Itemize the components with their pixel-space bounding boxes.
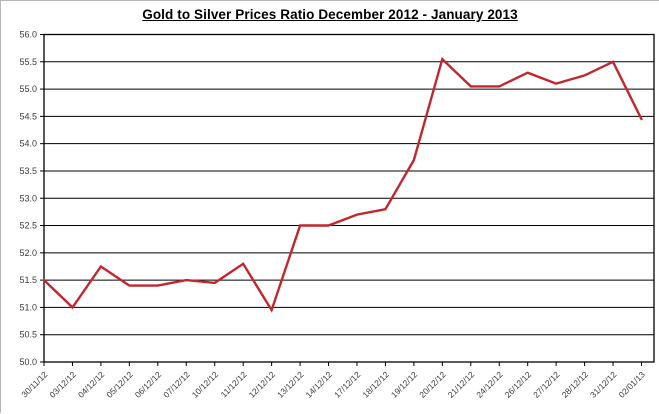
x-axis-label: 28/12/12 xyxy=(560,369,591,400)
x-axis-label: 06/12/12 xyxy=(133,369,164,400)
x-axis-label: 10/12/12 xyxy=(190,369,221,400)
y-axis-label: 53.5 xyxy=(19,166,37,176)
y-axis-label: 52.5 xyxy=(19,221,37,231)
x-axis-label: 12/12/12 xyxy=(247,369,278,400)
x-axis-label: 04/12/12 xyxy=(76,369,107,400)
x-axis-label: 18/12/12 xyxy=(360,369,391,400)
y-axis-label: 52.0 xyxy=(19,248,37,258)
x-axis-label: 24/12/12 xyxy=(474,369,505,400)
y-axis-label: 54.5 xyxy=(19,111,37,121)
x-axis-label: 14/12/12 xyxy=(303,369,334,400)
x-axis-label: 07/12/12 xyxy=(161,369,192,400)
x-axis-label: 27/12/12 xyxy=(531,369,562,400)
x-axis-label: 13/12/12 xyxy=(275,369,306,400)
data-line-series xyxy=(42,56,643,313)
chart-title: Gold to Silver Prices Ratio December 201… xyxy=(142,7,518,22)
y-axis-label: 55.0 xyxy=(19,84,37,94)
x-axis-label: 30/11/12 xyxy=(19,369,49,399)
y-axis-label: 54.0 xyxy=(19,139,37,149)
x-axis-label: 05/12/12 xyxy=(104,369,135,400)
y-axis-label: 50.0 xyxy=(19,357,37,367)
x-axis-label: 02/01/13 xyxy=(616,369,647,400)
x-axis-label: 03/12/12 xyxy=(47,369,78,400)
x-axis-label: 17/12/12 xyxy=(332,369,363,400)
y-axis-label: 51.5 xyxy=(19,275,37,285)
x-axis-label: 31/12/12 xyxy=(588,369,619,400)
y-axis-label: 53.0 xyxy=(19,193,37,203)
y-axis-label: 56.0 xyxy=(19,30,37,40)
y-axis-label: 51.0 xyxy=(19,302,37,312)
y-axis-label: 50.5 xyxy=(19,330,37,340)
x-axis-label: 26/12/12 xyxy=(503,369,534,400)
x-axis-label: 19/12/12 xyxy=(389,369,420,400)
x-axis-label: 20/12/12 xyxy=(417,369,448,400)
y-axis-label: 55.5 xyxy=(19,57,37,67)
plot-border xyxy=(43,33,655,363)
x-axis-label: 11/12/12 xyxy=(219,369,249,399)
x-axis-label: 21/12/12 xyxy=(446,369,477,400)
